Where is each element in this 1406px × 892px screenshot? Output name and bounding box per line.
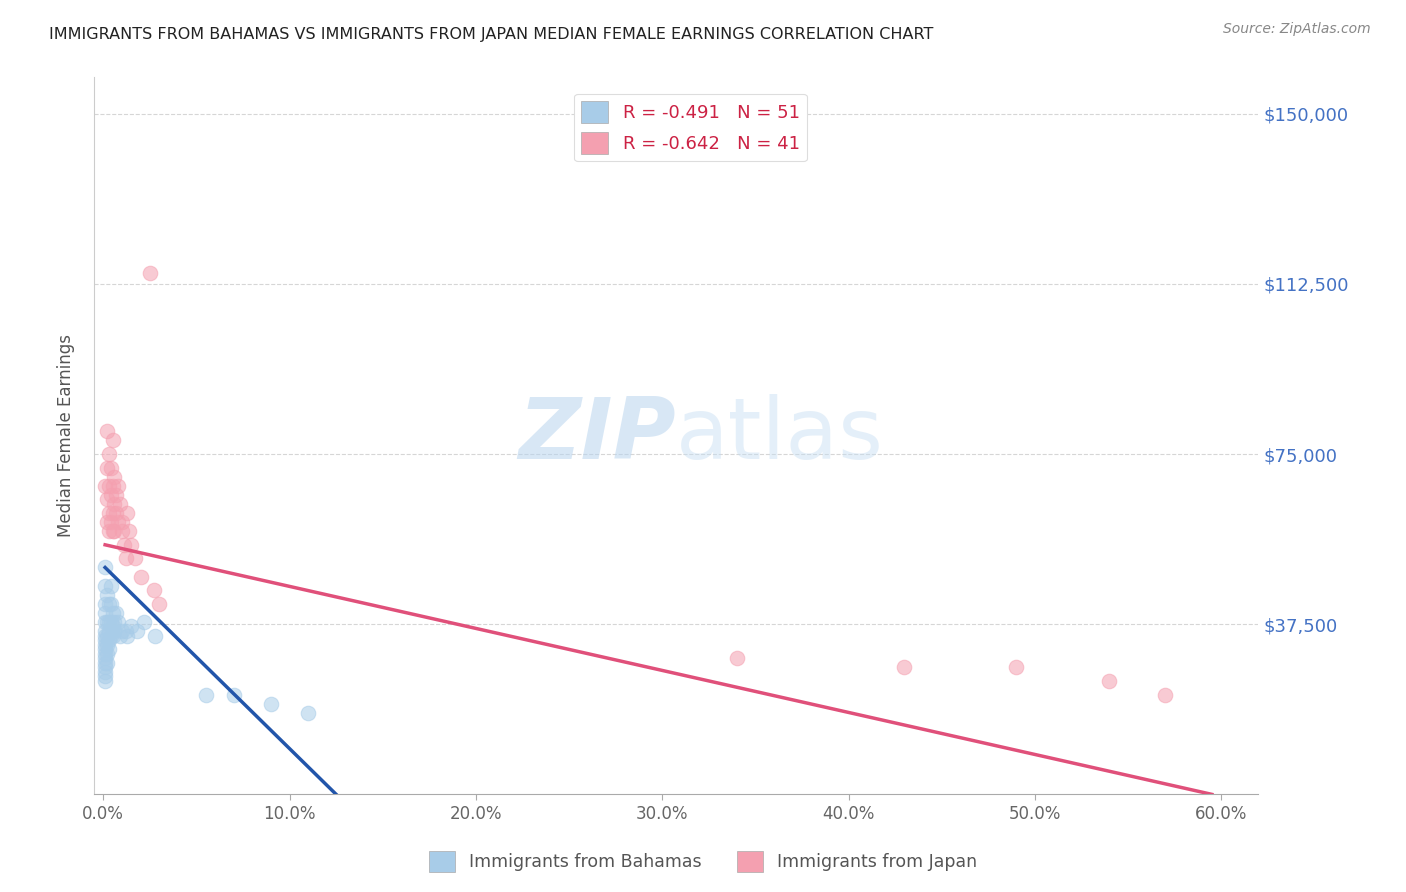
- Point: [134, 615, 156, 629]
- Point: [139, 266, 162, 280]
- Point: [97, 479, 120, 493]
- Point: [94, 669, 117, 683]
- Point: [94, 615, 117, 629]
- Point: [111, 515, 134, 529]
- Point: [94, 642, 117, 657]
- Point: [94, 606, 117, 620]
- Point: [97, 597, 120, 611]
- Point: [112, 538, 135, 552]
- Point: [97, 447, 120, 461]
- Point: [94, 597, 117, 611]
- Point: [107, 479, 129, 493]
- Point: [97, 633, 120, 648]
- Point: [103, 469, 125, 483]
- Point: [117, 629, 139, 643]
- Point: [94, 638, 117, 652]
- Y-axis label: Median Female Earnings: Median Female Earnings: [58, 334, 75, 537]
- Point: [222, 688, 245, 702]
- Text: IMMIGRANTS FROM BAHAMAS VS IMMIGRANTS FROM JAPAN MEDIAN FEMALE EARNINGS CORRELAT: IMMIGRANTS FROM BAHAMAS VS IMMIGRANTS FR…: [49, 27, 934, 42]
- Point: [100, 629, 122, 643]
- Point: [142, 583, 165, 598]
- Point: [96, 615, 118, 629]
- Point: [118, 524, 141, 539]
- Point: [100, 597, 122, 611]
- Point: [1154, 688, 1177, 702]
- Legend: Immigrants from Bahamas, Immigrants from Japan: Immigrants from Bahamas, Immigrants from…: [422, 844, 984, 879]
- Point: [108, 497, 131, 511]
- Point: [94, 479, 117, 493]
- Point: [94, 665, 117, 679]
- Point: [105, 506, 128, 520]
- Point: [103, 615, 125, 629]
- Point: [120, 619, 142, 633]
- Point: [96, 515, 118, 529]
- Point: [96, 588, 118, 602]
- Text: atlas: atlas: [676, 394, 884, 477]
- Point: [114, 551, 136, 566]
- Point: [97, 524, 120, 539]
- Point: [107, 515, 129, 529]
- Point: [101, 479, 124, 493]
- Point: [148, 597, 170, 611]
- Point: [194, 688, 217, 702]
- Point: [124, 551, 146, 566]
- Point: [94, 647, 117, 661]
- Point: [125, 624, 148, 638]
- Point: [129, 569, 152, 583]
- Point: [101, 524, 124, 539]
- Point: [100, 615, 122, 629]
- Point: [97, 506, 120, 520]
- Point: [101, 606, 124, 620]
- Point: [94, 673, 117, 688]
- Point: [1005, 660, 1028, 674]
- Point: [1098, 673, 1121, 688]
- Point: [96, 425, 118, 439]
- Point: [97, 642, 120, 657]
- Point: [103, 624, 125, 638]
- Point: [117, 506, 139, 520]
- Point: [96, 460, 118, 475]
- Point: [105, 488, 128, 502]
- Point: [97, 624, 120, 638]
- Point: [260, 697, 283, 711]
- Point: [96, 638, 118, 652]
- Point: [120, 538, 142, 552]
- Point: [108, 629, 131, 643]
- Point: [97, 615, 120, 629]
- Point: [94, 660, 117, 674]
- Point: [893, 660, 915, 674]
- Point: [297, 706, 319, 720]
- Point: [114, 624, 136, 638]
- Point: [101, 619, 124, 633]
- Point: [111, 624, 134, 638]
- Point: [94, 629, 117, 643]
- Point: [101, 434, 124, 448]
- Point: [94, 579, 117, 593]
- Point: [94, 633, 117, 648]
- Point: [101, 506, 124, 520]
- Point: [101, 629, 124, 643]
- Point: [96, 656, 118, 670]
- Point: [96, 492, 118, 507]
- Point: [725, 651, 748, 665]
- Point: [94, 656, 117, 670]
- Point: [105, 606, 128, 620]
- Point: [111, 524, 134, 539]
- Point: [100, 579, 122, 593]
- Point: [107, 615, 129, 629]
- Point: [96, 629, 118, 643]
- Point: [100, 515, 122, 529]
- Point: [103, 524, 125, 539]
- Point: [94, 560, 117, 574]
- Point: [94, 651, 117, 665]
- Legend: R = -0.491   N = 51, R = -0.642   N = 41: R = -0.491 N = 51, R = -0.642 N = 41: [574, 94, 807, 161]
- Point: [103, 497, 125, 511]
- Text: Source: ZipAtlas.com: Source: ZipAtlas.com: [1223, 22, 1371, 37]
- Text: ZIP: ZIP: [519, 394, 676, 477]
- Point: [100, 488, 122, 502]
- Point: [94, 624, 117, 638]
- Point: [96, 647, 118, 661]
- Point: [100, 460, 122, 475]
- Point: [145, 629, 167, 643]
